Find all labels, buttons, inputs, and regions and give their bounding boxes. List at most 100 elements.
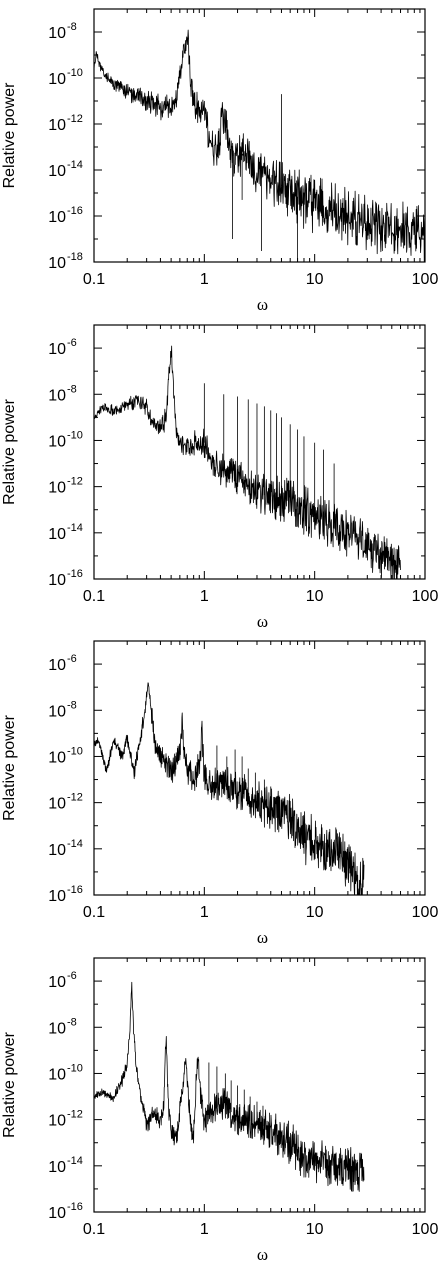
x-tick-label: 10 [306, 1221, 324, 1238]
y-tick-base: 10 [48, 209, 66, 226]
y-tick-base: 10 [48, 1113, 66, 1130]
x-tick-label: 0.1 [83, 904, 105, 921]
y-tick-exponent: -12 [67, 792, 83, 804]
y-tick-label: 10 [48, 749, 66, 766]
y-tick-label: 10 [48, 25, 66, 42]
x-tick-label: 0.1 [83, 1221, 105, 1238]
y-tick-base: 10 [48, 526, 66, 543]
y-tick-exponent: -6 [67, 970, 77, 982]
y-tick-base: 10 [48, 572, 66, 589]
x-axis-label: ω [257, 928, 268, 947]
y-tick-label: 10 [48, 209, 66, 226]
y-tick-label: 10 [48, 1205, 66, 1222]
y-tick-label: 10 [48, 1020, 66, 1037]
y-tick-base: 10 [48, 1159, 66, 1176]
x-tick-label: 10 [306, 588, 324, 605]
x-tick-label: 1 [200, 904, 209, 921]
plot-frame [93, 640, 426, 896]
series-line [94, 29, 425, 262]
plot-frame [93, 324, 426, 580]
y-tick-exponent: -14 [67, 159, 83, 171]
y-tick-label: 10 [48, 572, 66, 589]
y-tick-label: 10 [48, 526, 66, 543]
x-tick-label: 1 [200, 1221, 209, 1238]
plot-frame [93, 8, 426, 263]
y-tick-base: 10 [48, 1020, 66, 1037]
y-tick-base: 10 [48, 387, 66, 404]
y-tick-base: 10 [48, 341, 66, 358]
x-tick-label: 0.1 [83, 271, 105, 288]
y-tick-base: 10 [48, 796, 66, 813]
x-tick-label: 100 [412, 1221, 439, 1238]
y-tick-base: 10 [48, 433, 66, 450]
y-tick-label: 10 [48, 1066, 66, 1083]
x-tick-label: 0.1 [83, 588, 105, 605]
y-tick-exponent: -12 [67, 476, 83, 488]
y-tick-exponent: -8 [67, 21, 77, 33]
x-tick-label: 1 [200, 588, 209, 605]
series-line [94, 345, 401, 579]
y-tick-label: 10 [48, 255, 66, 272]
y-tick-label: 10 [48, 888, 66, 905]
y-tick-base: 10 [48, 25, 66, 42]
y-axis-label: Relative power [1, 714, 18, 821]
y-tick-label: 10 [48, 1113, 66, 1130]
y-tick-base: 10 [48, 842, 66, 859]
y-tick-exponent: -14 [67, 522, 83, 534]
y-tick-exponent: -6 [67, 653, 77, 665]
x-axis-label: ω [257, 295, 268, 314]
series-line [94, 682, 365, 895]
y-tick-exponent: -16 [67, 1201, 83, 1213]
y-tick-label: 10 [48, 974, 66, 991]
y-tick-exponent: -16 [67, 568, 83, 580]
y-tick-exponent: -12 [67, 1109, 83, 1121]
y-tick-base: 10 [48, 1066, 66, 1083]
y-tick-exponent: -8 [67, 383, 77, 395]
y-tick-exponent: -6 [67, 337, 77, 349]
y-tick-label: 10 [48, 117, 66, 134]
y-tick-label: 10 [48, 480, 66, 497]
x-tick-label: 100 [412, 588, 439, 605]
y-tick-base: 10 [48, 888, 66, 905]
y-tick-label: 10 [48, 703, 66, 720]
x-tick-label: 1 [200, 271, 209, 288]
y-tick-base: 10 [48, 480, 66, 497]
y-tick-base: 10 [48, 255, 66, 272]
y-axis-label: Relative power [1, 82, 18, 189]
x-tick-label: 10 [306, 904, 324, 921]
y-tick-label: 10 [48, 433, 66, 450]
series-line [94, 981, 365, 1192]
y-tick-exponent: -10 [67, 429, 83, 441]
x-tick-label: 100 [412, 904, 439, 921]
y-tick-base: 10 [48, 1205, 66, 1222]
y-tick-label: 10 [48, 796, 66, 813]
x-tick-label: 100 [412, 271, 439, 288]
y-tick-base: 10 [48, 749, 66, 766]
y-tick-base: 10 [48, 117, 66, 134]
y-tick-label: 10 [48, 341, 66, 358]
y-tick-exponent: -12 [67, 113, 83, 125]
y-tick-base: 10 [48, 974, 66, 991]
y-tick-exponent: -14 [67, 838, 83, 850]
y-tick-exponent: -18 [67, 251, 83, 263]
y-tick-exponent: -14 [67, 1155, 83, 1167]
x-tick-label: 10 [306, 271, 324, 288]
x-axis-label: ω [257, 612, 268, 631]
y-tick-exponent: -8 [67, 699, 77, 711]
y-axis-label: Relative power [1, 1031, 18, 1138]
y-tick-label: 10 [48, 163, 66, 180]
y-tick-base: 10 [48, 703, 66, 720]
y-tick-base: 10 [48, 163, 66, 180]
plot-frame [93, 957, 426, 1213]
y-tick-label: 10 [48, 657, 66, 674]
y-tick-base: 10 [48, 71, 66, 88]
y-tick-exponent: -10 [67, 745, 83, 757]
y-tick-base: 10 [48, 657, 66, 674]
y-axis-label: Relative power [1, 398, 18, 505]
y-tick-label: 10 [48, 1159, 66, 1176]
y-tick-exponent: -10 [67, 67, 83, 79]
